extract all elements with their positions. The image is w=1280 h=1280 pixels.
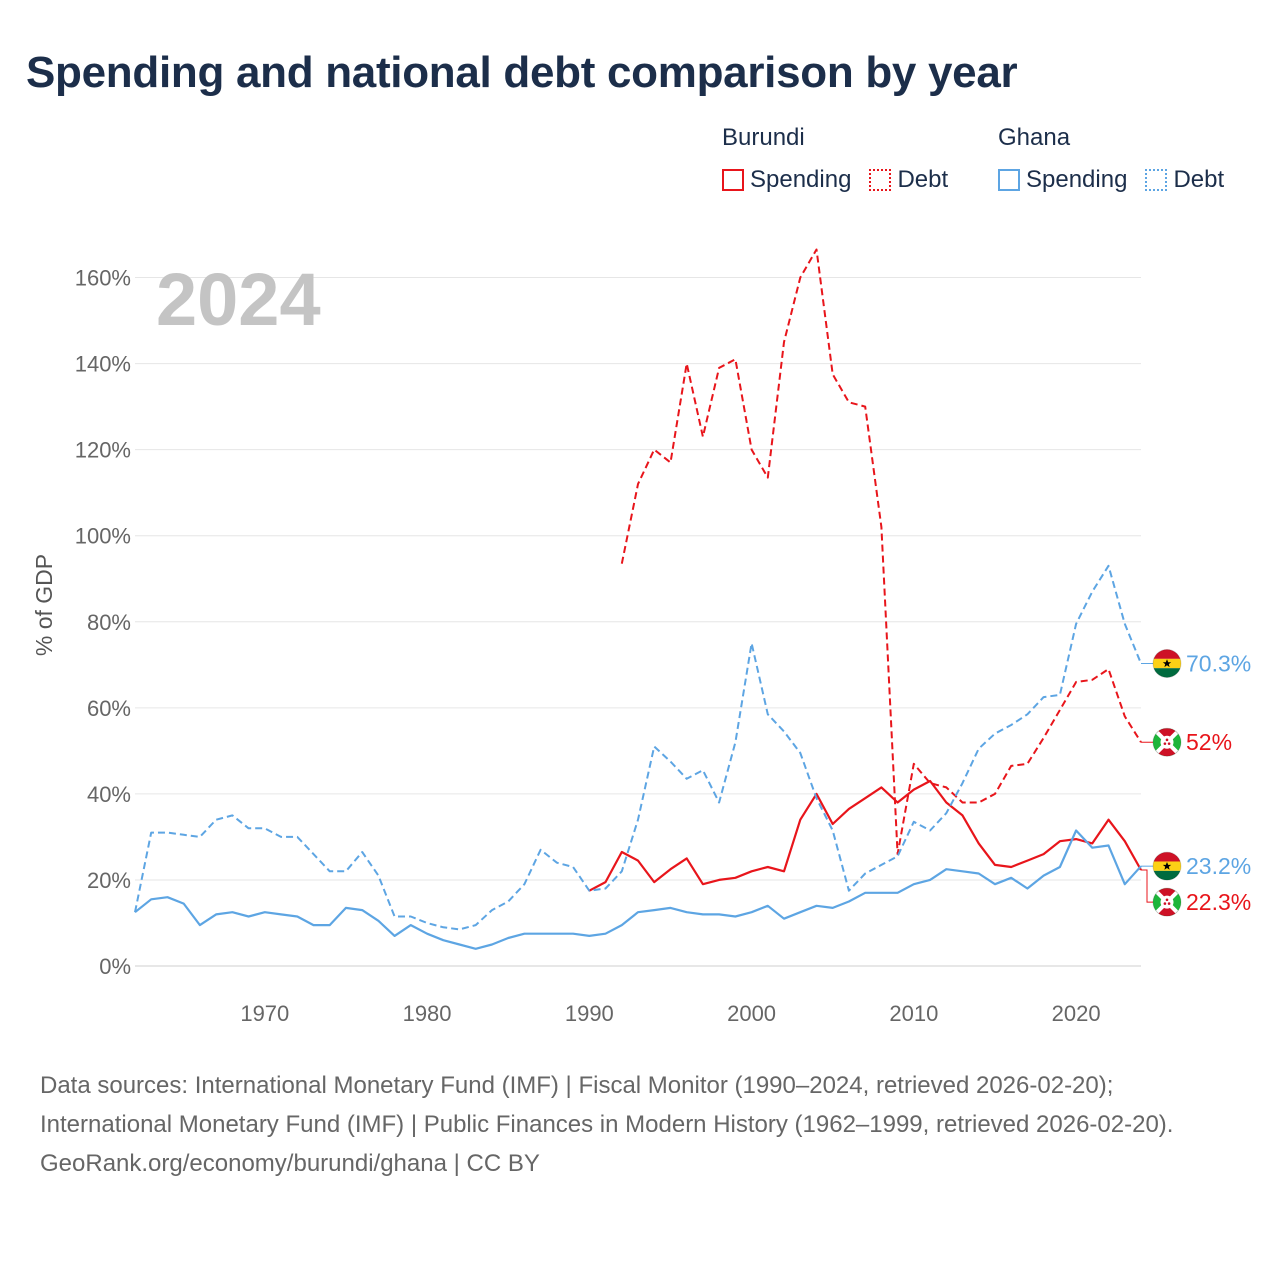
legend-item-label: Debt [897,166,949,193]
chart-title: Spending and national debt comparison by… [26,48,1018,97]
y-tick-label: 140% [75,352,131,377]
end-value-label: 23.2% [1186,853,1251,879]
burundi-flag-icon [1152,727,1182,757]
end-value-label: 22.3% [1186,889,1251,915]
series-line-burundi-spending [588,779,1142,892]
legend-item-label: Debt [1173,166,1225,193]
x-tick-label: 2020 [1052,1001,1101,1026]
legend-item-label: Spending [750,166,852,193]
legend-swatch-solid [722,169,744,191]
series-lines [134,248,1142,950]
end-label-burundi-debt: 52% [1141,727,1232,757]
legend-item-burundi-spending[interactable]: Spending [722,166,851,194]
legend-item-ghana-spending[interactable]: Spending [998,166,1127,194]
legend-item-label: Spending [1026,166,1128,193]
series-line-ghana-debt [134,564,1142,931]
x-tick-label: 1990 [565,1001,614,1026]
end-label-connector [1141,869,1153,903]
y-tick-label: 120% [75,438,131,463]
y-tick-label: 40% [87,782,131,807]
x-tick-label: 2010 [889,1001,938,1026]
ghana-flag-icon [1152,851,1182,881]
y-tick-label: 100% [75,524,131,549]
end-label-burundi-spending: 22.3% [1141,869,1251,917]
credit-link[interactable]: GeoRank.org/economy/burundi/ghana | CC B… [40,1150,540,1177]
end-label-ghana-spending: 23.2% [1141,851,1251,881]
data-sources: Data sources: International Monetary Fun… [40,1072,1174,1138]
burundi-flag-icon [1152,887,1182,917]
x-tick-label: 2000 [727,1001,776,1026]
footer: Data sources: International Monetary Fun… [40,1066,1240,1183]
x-tick-label: 1970 [240,1001,289,1026]
x-tick-label: 1980 [403,1001,452,1026]
end-value-label: 70.3% [1186,650,1251,676]
y-axis-label: % of GDP [31,554,57,656]
legend-swatch-dotted [869,169,892,191]
legend-group-label: Burundi [722,124,805,151]
legend-group-burundi: Burundi Spending Debt [722,124,948,194]
y-tick-label: 160% [75,266,131,291]
y-tick-label: 0% [99,954,131,979]
end-label-ghana-debt: 70.3% [1141,648,1251,678]
legend-item-burundi-debt[interactable]: Debt [869,166,948,194]
legend-group-label: Ghana [998,124,1071,151]
series-line-burundi-debt [620,248,1142,856]
axes: 0% 20% 40% 60% 80% 100% 120% 140% 160% 1970 1980 19… [75,266,1101,1026]
legend-swatch-dotted [1145,169,1168,191]
ghana-flag-icon [1152,648,1182,678]
end-value-label: 52% [1186,729,1232,755]
end-labels: 22.3% 52% 23.2% 70.3% [1141,648,1251,917]
gridlines [135,277,1141,967]
y-tick-label: 80% [87,610,131,635]
y-tick-label: 20% [87,868,131,893]
series-line-ghana-spending [134,829,1142,950]
y-tick-label: 60% [87,696,131,721]
legend-swatch-solid [998,169,1020,191]
legend-item-ghana-debt[interactable]: Debt [1145,166,1224,194]
legend-group-ghana: Ghana Spending Debt [998,124,1224,194]
year-watermark: 2024 [156,258,321,341]
